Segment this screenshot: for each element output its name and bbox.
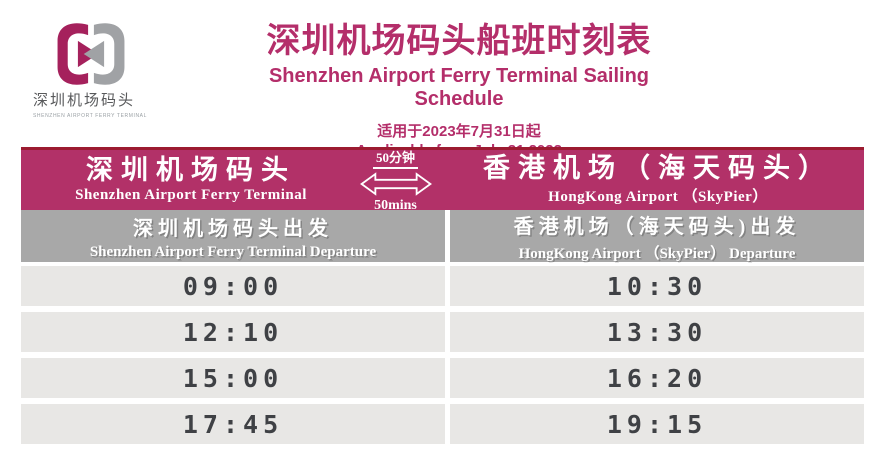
departure-time: 09:00	[21, 266, 445, 306]
header-cell-hongkong: 香港机场（海天码头） HongKong Airport （SkyPier）	[452, 150, 864, 210]
subheader-hongkong-en: HongKong Airport （SkyPier） Departure	[518, 245, 796, 262]
ferry-terminal-logo-icon	[57, 23, 125, 85]
table-top-divider	[21, 147, 864, 150]
departure-time: 12:10	[21, 312, 445, 352]
logo-name-cn: 深圳机场码头	[33, 92, 136, 109]
applicable-date-cn: 适用于2023年7月31日起	[377, 123, 541, 141]
departure-time: 19:15	[450, 404, 864, 444]
page-title-en: Shenzhen Airport Ferry Terminal Sailing …	[268, 65, 650, 111]
departure-time: 15:00	[21, 358, 445, 398]
page-title-cn: 深圳机场码头船班时刻表	[266, 22, 652, 60]
departure-time: 16:20	[450, 358, 864, 398]
terminal-logo: 深圳机场码头 SHENZHEN AIRPORT FERRY TERMINAL	[33, 22, 213, 119]
subheader-shenzhen-departure: 深圳机场码头出发 Shenzhen Airport Ferry Terminal…	[21, 210, 445, 262]
table-row: 17:45 19:15	[21, 404, 864, 444]
departure-time: 10:30	[450, 266, 864, 306]
table-row: 12:10 13:30	[21, 312, 864, 352]
subheader-hongkong-departure: 香港机场（海天码头)出发 HongKong Airport （SkyPier） …	[450, 210, 864, 262]
header-shenzhen-cn: 深圳机场码头	[86, 154, 296, 185]
duration-label-en: 50mins	[374, 197, 417, 213]
subheader-shenzhen-en: Shenzhen Airport Ferry Terminal Departur…	[89, 243, 377, 260]
crossing-duration-badge: 50分钟 50mins	[347, 147, 452, 214]
header-shenzhen-en: Shenzhen Airport Ferry Terminal	[75, 187, 307, 204]
table-row: 15:00 16:20	[21, 358, 864, 398]
header-shenzhen-title: 深圳机场码头 Shenzhen Airport Ferry Terminal	[21, 154, 347, 205]
table-subheader-row: 深圳机场码头出发 Shenzhen Airport Ferry Terminal…	[21, 210, 864, 262]
logo-name-en: SHENZHEN AIRPORT FERRY TERMINAL	[33, 113, 147, 119]
subheader-hongkong-cn: 香港机场（海天码头)出发	[513, 215, 801, 238]
table-header-row: 深圳机场码头 Shenzhen Airport Ferry Terminal 5…	[21, 150, 864, 213]
header-hongkong-en: HongKong Airport （SkyPier）	[548, 189, 768, 206]
header-hongkong-cn: 香港机场（海天码头）	[483, 152, 833, 183]
duration-label-cn: 50分钟	[372, 147, 418, 169]
subheader-shenzhen-cn: 深圳机场码头出发	[133, 217, 333, 240]
departure-time: 13:30	[450, 312, 864, 352]
departure-time: 17:45	[21, 404, 445, 444]
table-row: 09:00 10:30	[21, 266, 864, 306]
title-block: 深圳机场码头船班时刻表 Shenzhen Airport Ferry Termi…	[228, 22, 690, 159]
header-cell-shenzhen: 深圳机场码头 Shenzhen Airport Ferry Terminal 5…	[21, 150, 452, 213]
sailing-schedule-table: 深圳机场码头 Shenzhen Airport Ferry Terminal 5…	[21, 147, 864, 444]
double-arrow-icon	[359, 171, 432, 196]
